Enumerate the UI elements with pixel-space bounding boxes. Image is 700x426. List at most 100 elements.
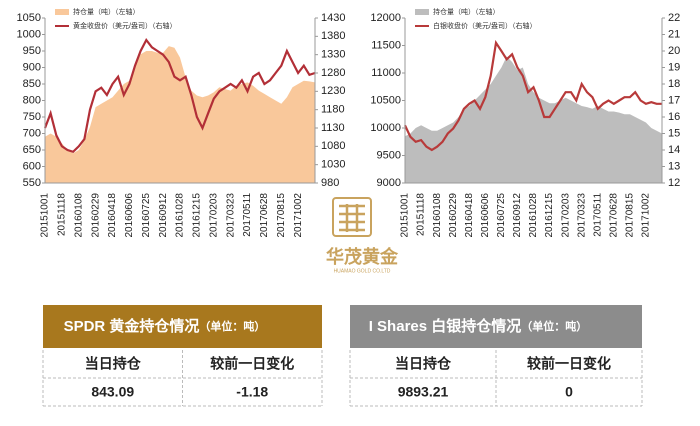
y2-tick-label: 1230 [321, 85, 345, 97]
x-tick-label: 20170815 [625, 193, 636, 238]
logo-mark [339, 204, 365, 232]
y-tick-label: 12000 [370, 12, 401, 24]
x-tick-label: 20151118 [416, 193, 427, 236]
y2-tick-label: 16 [668, 111, 680, 123]
y-tick-label: 850 [23, 78, 41, 90]
x-tick-label: 20160229 [448, 193, 459, 238]
y2-tick-label: 980 [321, 177, 339, 189]
y-tick-label: 1050 [17, 12, 41, 24]
y-tick-label: 10000 [370, 122, 401, 134]
y2-tick-label: 22 [668, 12, 680, 24]
table-header: 较前一日变化 [210, 356, 294, 372]
y2-tick-label: 1130 [321, 122, 345, 134]
legend-swatch [415, 9, 429, 15]
x-tick-label: 20151001 [40, 193, 51, 238]
table-cell: 843.09 [91, 384, 134, 400]
y-tick-label: 600 [23, 160, 41, 172]
table-unit: （单位：吨） [521, 319, 587, 333]
y-tick-label: 10500 [370, 94, 401, 106]
x-tick-label: 20160606 [480, 193, 491, 238]
y2-tick-label: 15 [668, 127, 680, 139]
y2-tick-label: 13 [668, 160, 680, 172]
table-unit: （单位：吨） [199, 319, 265, 333]
table: I Shares 白银持仓情况（单位：吨） 当日持仓 较前一日变化 9893.21 0 [349, 305, 643, 407]
table-cell: -1.18 [236, 384, 268, 400]
y-tick-label: 9000 [377, 177, 401, 189]
legend-swatch [55, 9, 69, 15]
x-tick-label: 20161028 [175, 193, 186, 238]
legend-label: 持仓量（吨）（左轴） [433, 7, 500, 16]
x-tick-label: 20151001 [400, 193, 411, 238]
y2-tick-label: 17 [668, 94, 680, 106]
y-tick-label: 800 [23, 94, 41, 106]
x-tick-label: 20160108 [432, 193, 443, 238]
y2-tick-label: 12 [668, 177, 680, 189]
x-tick-label: 20161028 [528, 193, 539, 238]
y2-tick-label: 1330 [321, 49, 345, 61]
x-tick-label: 20160912 [158, 193, 169, 238]
y-tick-label: 750 [23, 111, 41, 123]
x-tick-label: 20170628 [608, 193, 619, 238]
x-tick-label: 20170511 [242, 193, 253, 237]
y2-tick-label: 1380 [321, 30, 345, 42]
x-tick-label: 20160725 [496, 193, 507, 238]
y-tick-label: 950 [23, 45, 41, 57]
y2-tick-label: 1030 [321, 159, 345, 171]
x-tick-label: 20160418 [464, 193, 475, 238]
table-title-bar [350, 305, 642, 348]
x-tick-label: 20160606 [124, 193, 135, 238]
x-tick-label: 20160108 [73, 193, 84, 238]
table-title: I Shares 白银持仓情况（单位：吨） [369, 317, 588, 335]
legend-label: 黄金收盘价（美元/盎司）（右轴） [73, 21, 176, 30]
table-title: SPDR 黄金持仓情况（单位：吨） [64, 317, 266, 335]
y2-tick-label: 1430 [321, 12, 345, 24]
x-tick-label: 20171002 [641, 193, 652, 238]
x-tick-label: 20170323 [225, 193, 236, 238]
y-tick-label: 550 [23, 177, 41, 189]
logo-name: 华茂黄金 [326, 246, 399, 267]
y-tick-label: 11500 [371, 39, 401, 51]
logo-frame [332, 197, 372, 237]
table-cell: 9893.21 [398, 384, 449, 400]
area [45, 46, 315, 183]
x-tick-label: 20171002 [293, 193, 304, 238]
line [404, 39, 662, 152]
table-title-text: I Shares 白银持仓情况 [369, 317, 522, 335]
y2-tick-label: 18 [668, 78, 680, 90]
table: SPDR 黄金持仓情况（单位：吨） 当日持仓 较前一日变化 843.09 -1.18 [42, 305, 323, 407]
x-tick-label: 20170203 [208, 193, 219, 238]
y2-tick-label: 21 [668, 28, 680, 40]
area [405, 56, 662, 183]
x-tick-label: 20170323 [576, 193, 587, 238]
table-header: 较前一日变化 [527, 356, 611, 372]
x-tick-label: 20161215 [192, 193, 203, 238]
table-title-text: SPDR 黄金持仓情况 [64, 317, 200, 335]
x-tick-label: 20160912 [512, 193, 523, 238]
x-tick-label: 20160725 [141, 193, 152, 238]
y2-tick-label: 1180 [321, 104, 345, 116]
table-header: 当日持仓 [85, 356, 142, 372]
y-tick-label: 9500 [377, 149, 401, 161]
x-tick-label: 20160418 [107, 193, 118, 238]
y-tick-label: 650 [23, 144, 41, 156]
x-tick-label: 20161215 [544, 193, 555, 238]
table-header: 当日持仓 [395, 356, 452, 372]
line [43, 37, 316, 154]
table-title-bar [43, 305, 322, 348]
y2-tick-label: 19 [668, 61, 680, 73]
y-tick-label: 900 [23, 61, 41, 73]
y2-tick-label: 1080 [321, 140, 345, 152]
y2-tick-label: 14 [668, 144, 680, 156]
x-tick-label: 20151118 [57, 193, 68, 236]
y2-tick-label: 1280 [321, 67, 345, 79]
x-tick-label: 20170628 [259, 193, 270, 238]
x-tick-label: 20170815 [276, 193, 287, 238]
table-cell: 0 [565, 384, 573, 400]
x-tick-label: 20160229 [90, 193, 101, 238]
y-tick-label: 1000 [17, 28, 41, 40]
y-tick-label: 700 [23, 127, 41, 139]
logo: 华茂黄金 HUAMAO GOLD CO.LTD [326, 197, 399, 274]
legend-label: 持仓量（吨）（左轴） [73, 7, 140, 16]
